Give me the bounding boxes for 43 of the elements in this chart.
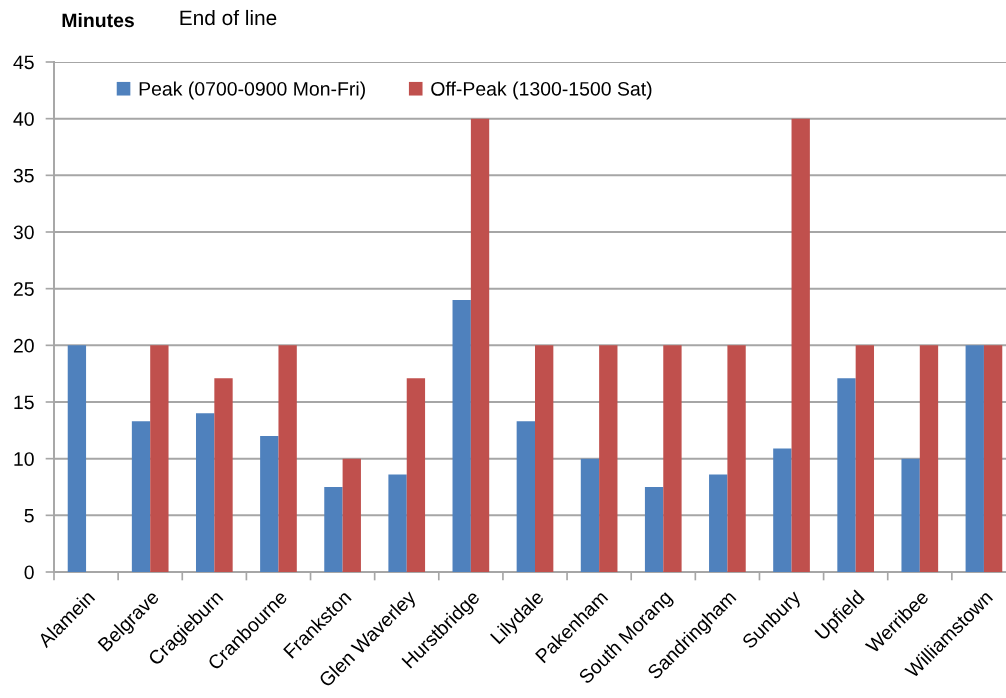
bar [67,345,87,572]
bar [150,345,169,572]
bar [406,378,426,572]
bar [388,474,407,572]
bar [516,421,535,572]
bar [278,345,297,572]
bar [580,458,600,572]
bar [983,345,1003,572]
bar [791,118,810,572]
bar [535,345,554,572]
y-tick-label: 30 [13,225,34,240]
bar [214,378,233,572]
y-tick-label: 5 [24,509,34,523]
bar [324,487,343,572]
bar [342,458,361,572]
y-tick-label: 0 [24,565,34,580]
bar [195,413,215,572]
bar [663,345,682,572]
y-tick-label: 40 [13,112,34,126]
bar [837,378,856,572]
bar [709,474,728,572]
bar [131,421,151,572]
y-tick-label: 35 [13,168,34,183]
bar [773,448,792,572]
legend-label: Peak (0700-0900 Mon-Fri) [139,81,365,100]
bar [644,487,664,572]
bar [901,458,920,572]
bar [470,118,490,572]
y-tick-label: 25 [13,282,34,296]
bar [599,345,618,572]
y-tick-label: 10 [14,452,34,466]
y-tick-label: 15 [14,395,34,410]
bar [452,300,471,572]
y-axis-title: Minutes [62,12,134,28]
y-tick-label: 20 [13,338,34,353]
y-tick-label: 45 [13,55,34,70]
bar [919,345,939,572]
bar [727,345,746,572]
legend-label: Off-Peak (1300-1500 Sat) [431,81,652,100]
x-axis-title: End of line [180,9,277,26]
bar [965,345,984,572]
bar [260,436,279,572]
bar [855,345,875,572]
